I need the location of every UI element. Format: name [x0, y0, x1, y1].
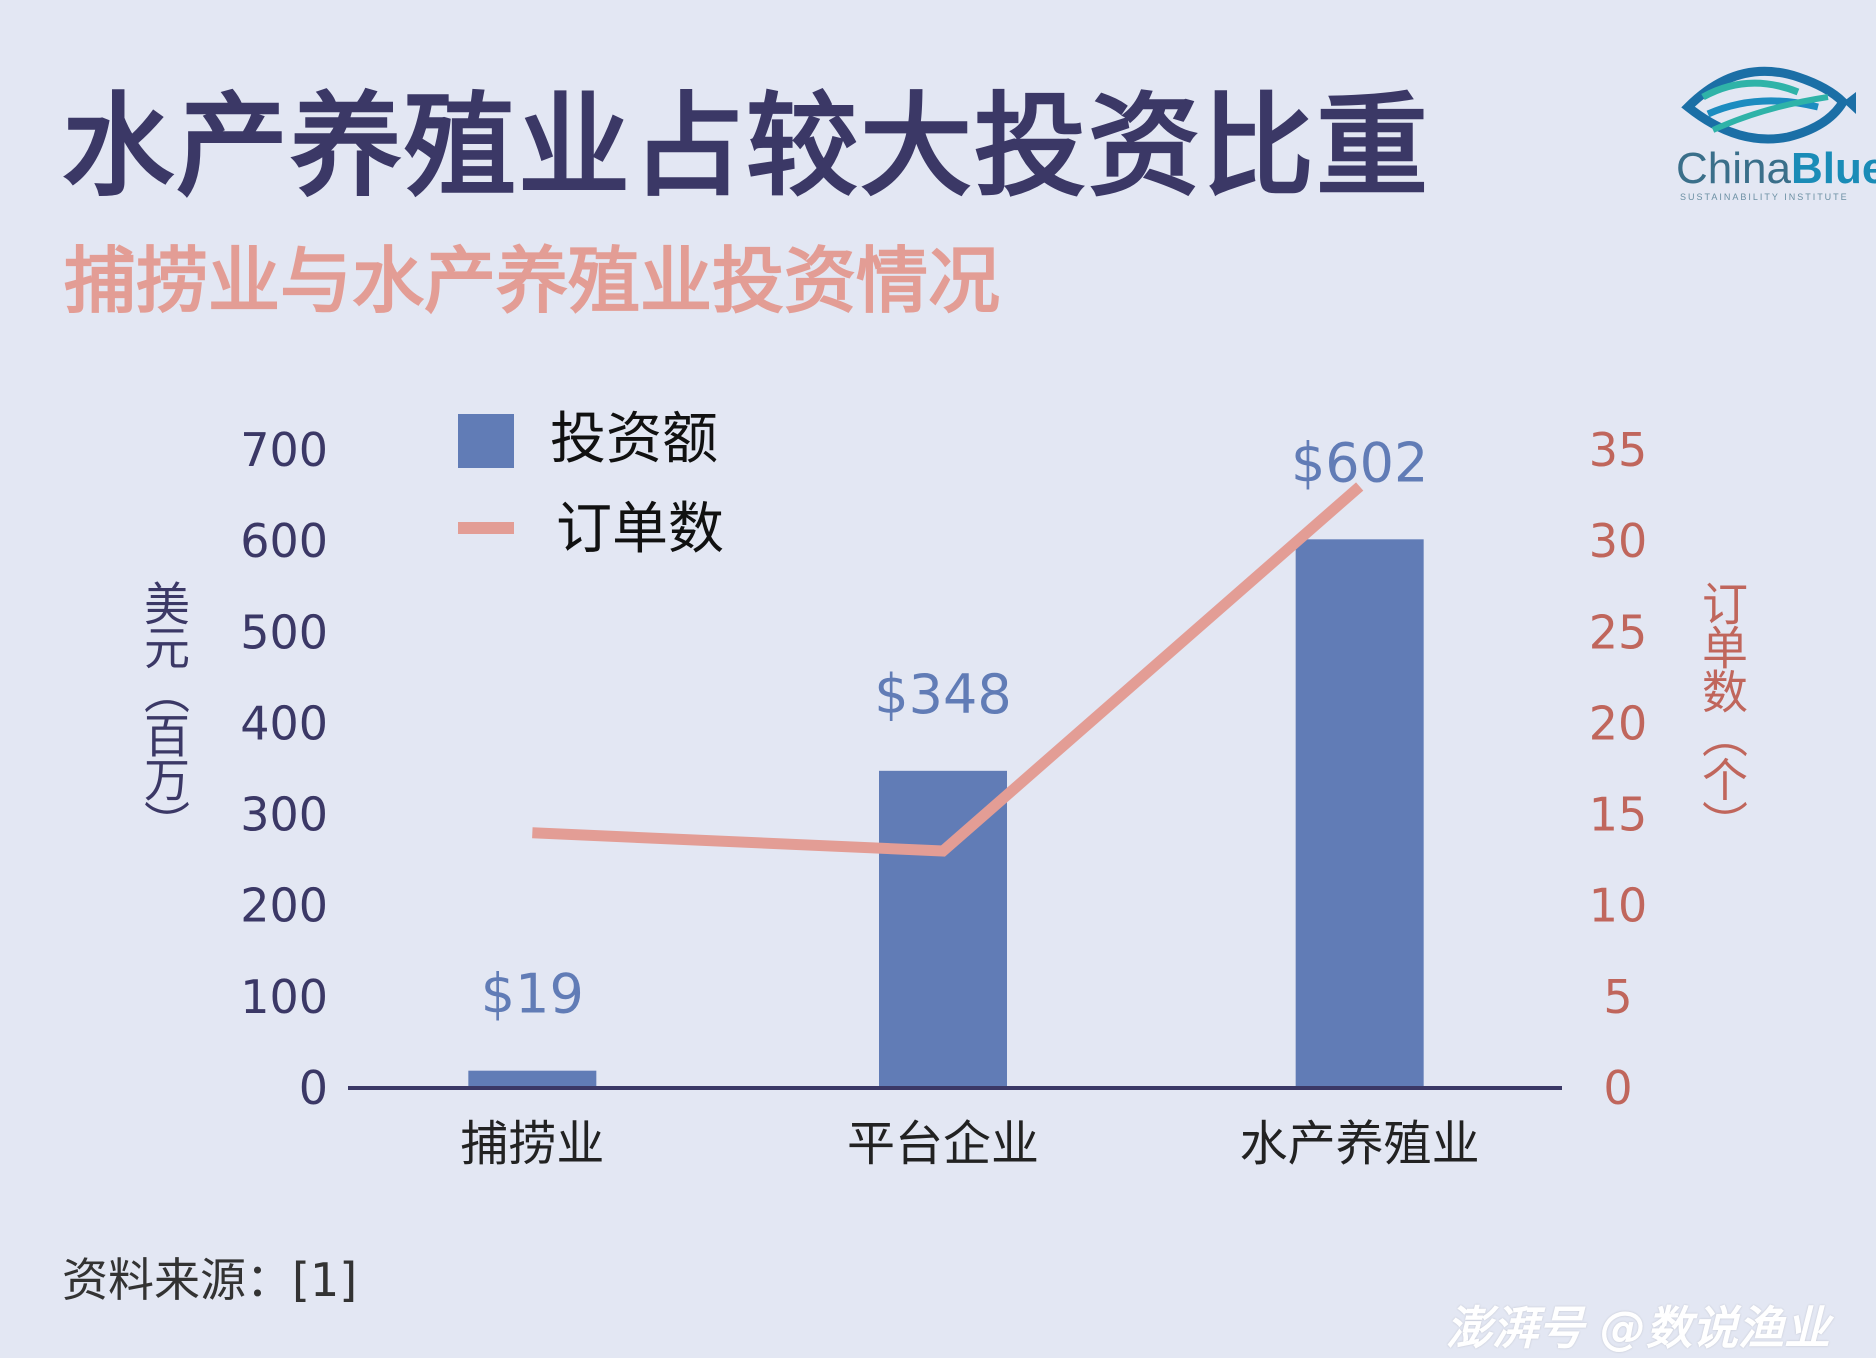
right-tick-label: 20	[1589, 696, 1648, 750]
x-category-label: 平台企业	[847, 1116, 1039, 1172]
left-axis-title: 美元（百万）	[137, 580, 191, 844]
bar-data-label: $19	[481, 963, 584, 1026]
x-category-label: 捕捞业	[460, 1116, 604, 1172]
right-tick-label: 15	[1589, 788, 1648, 842]
legend-line-swatch	[458, 522, 514, 534]
right-tick-label: 25	[1589, 605, 1648, 659]
right-axis-title: 订单数（个）	[1695, 580, 1749, 844]
right-tick-label: 0	[1603, 1061, 1632, 1115]
bar-data-label: $348	[874, 663, 1011, 726]
legend-bar-swatch	[458, 414, 514, 468]
watermark: 澎湃号 @数说渔业	[1446, 1292, 1830, 1358]
right-tick-label: 5	[1603, 970, 1632, 1024]
left-tick-label: 600	[240, 514, 328, 568]
left-tick-label: 700	[240, 423, 328, 477]
left-tick-label: 0	[299, 1061, 328, 1115]
right-tick-label: 10	[1589, 879, 1648, 933]
left-tick-label: 400	[240, 696, 328, 750]
x-category-label: 水产养殖业	[1240, 1116, 1480, 1172]
bar-data-label: $602	[1291, 431, 1428, 494]
legend-line-label: 订单数	[556, 497, 724, 562]
bar-捕捞业	[468, 1071, 596, 1088]
legend-bar-label: 投资额	[550, 407, 718, 472]
bar-水产养殖业	[1296, 539, 1424, 1088]
left-tick-label: 500	[240, 605, 328, 659]
right-tick-label: 35	[1589, 423, 1648, 477]
left-tick-label: 200	[240, 879, 328, 933]
left-tick-label: 100	[240, 970, 328, 1024]
right-tick-label: 30	[1589, 514, 1648, 568]
left-tick-label: 300	[240, 788, 328, 842]
source-note: 资料来源：[1]	[62, 1244, 357, 1310]
